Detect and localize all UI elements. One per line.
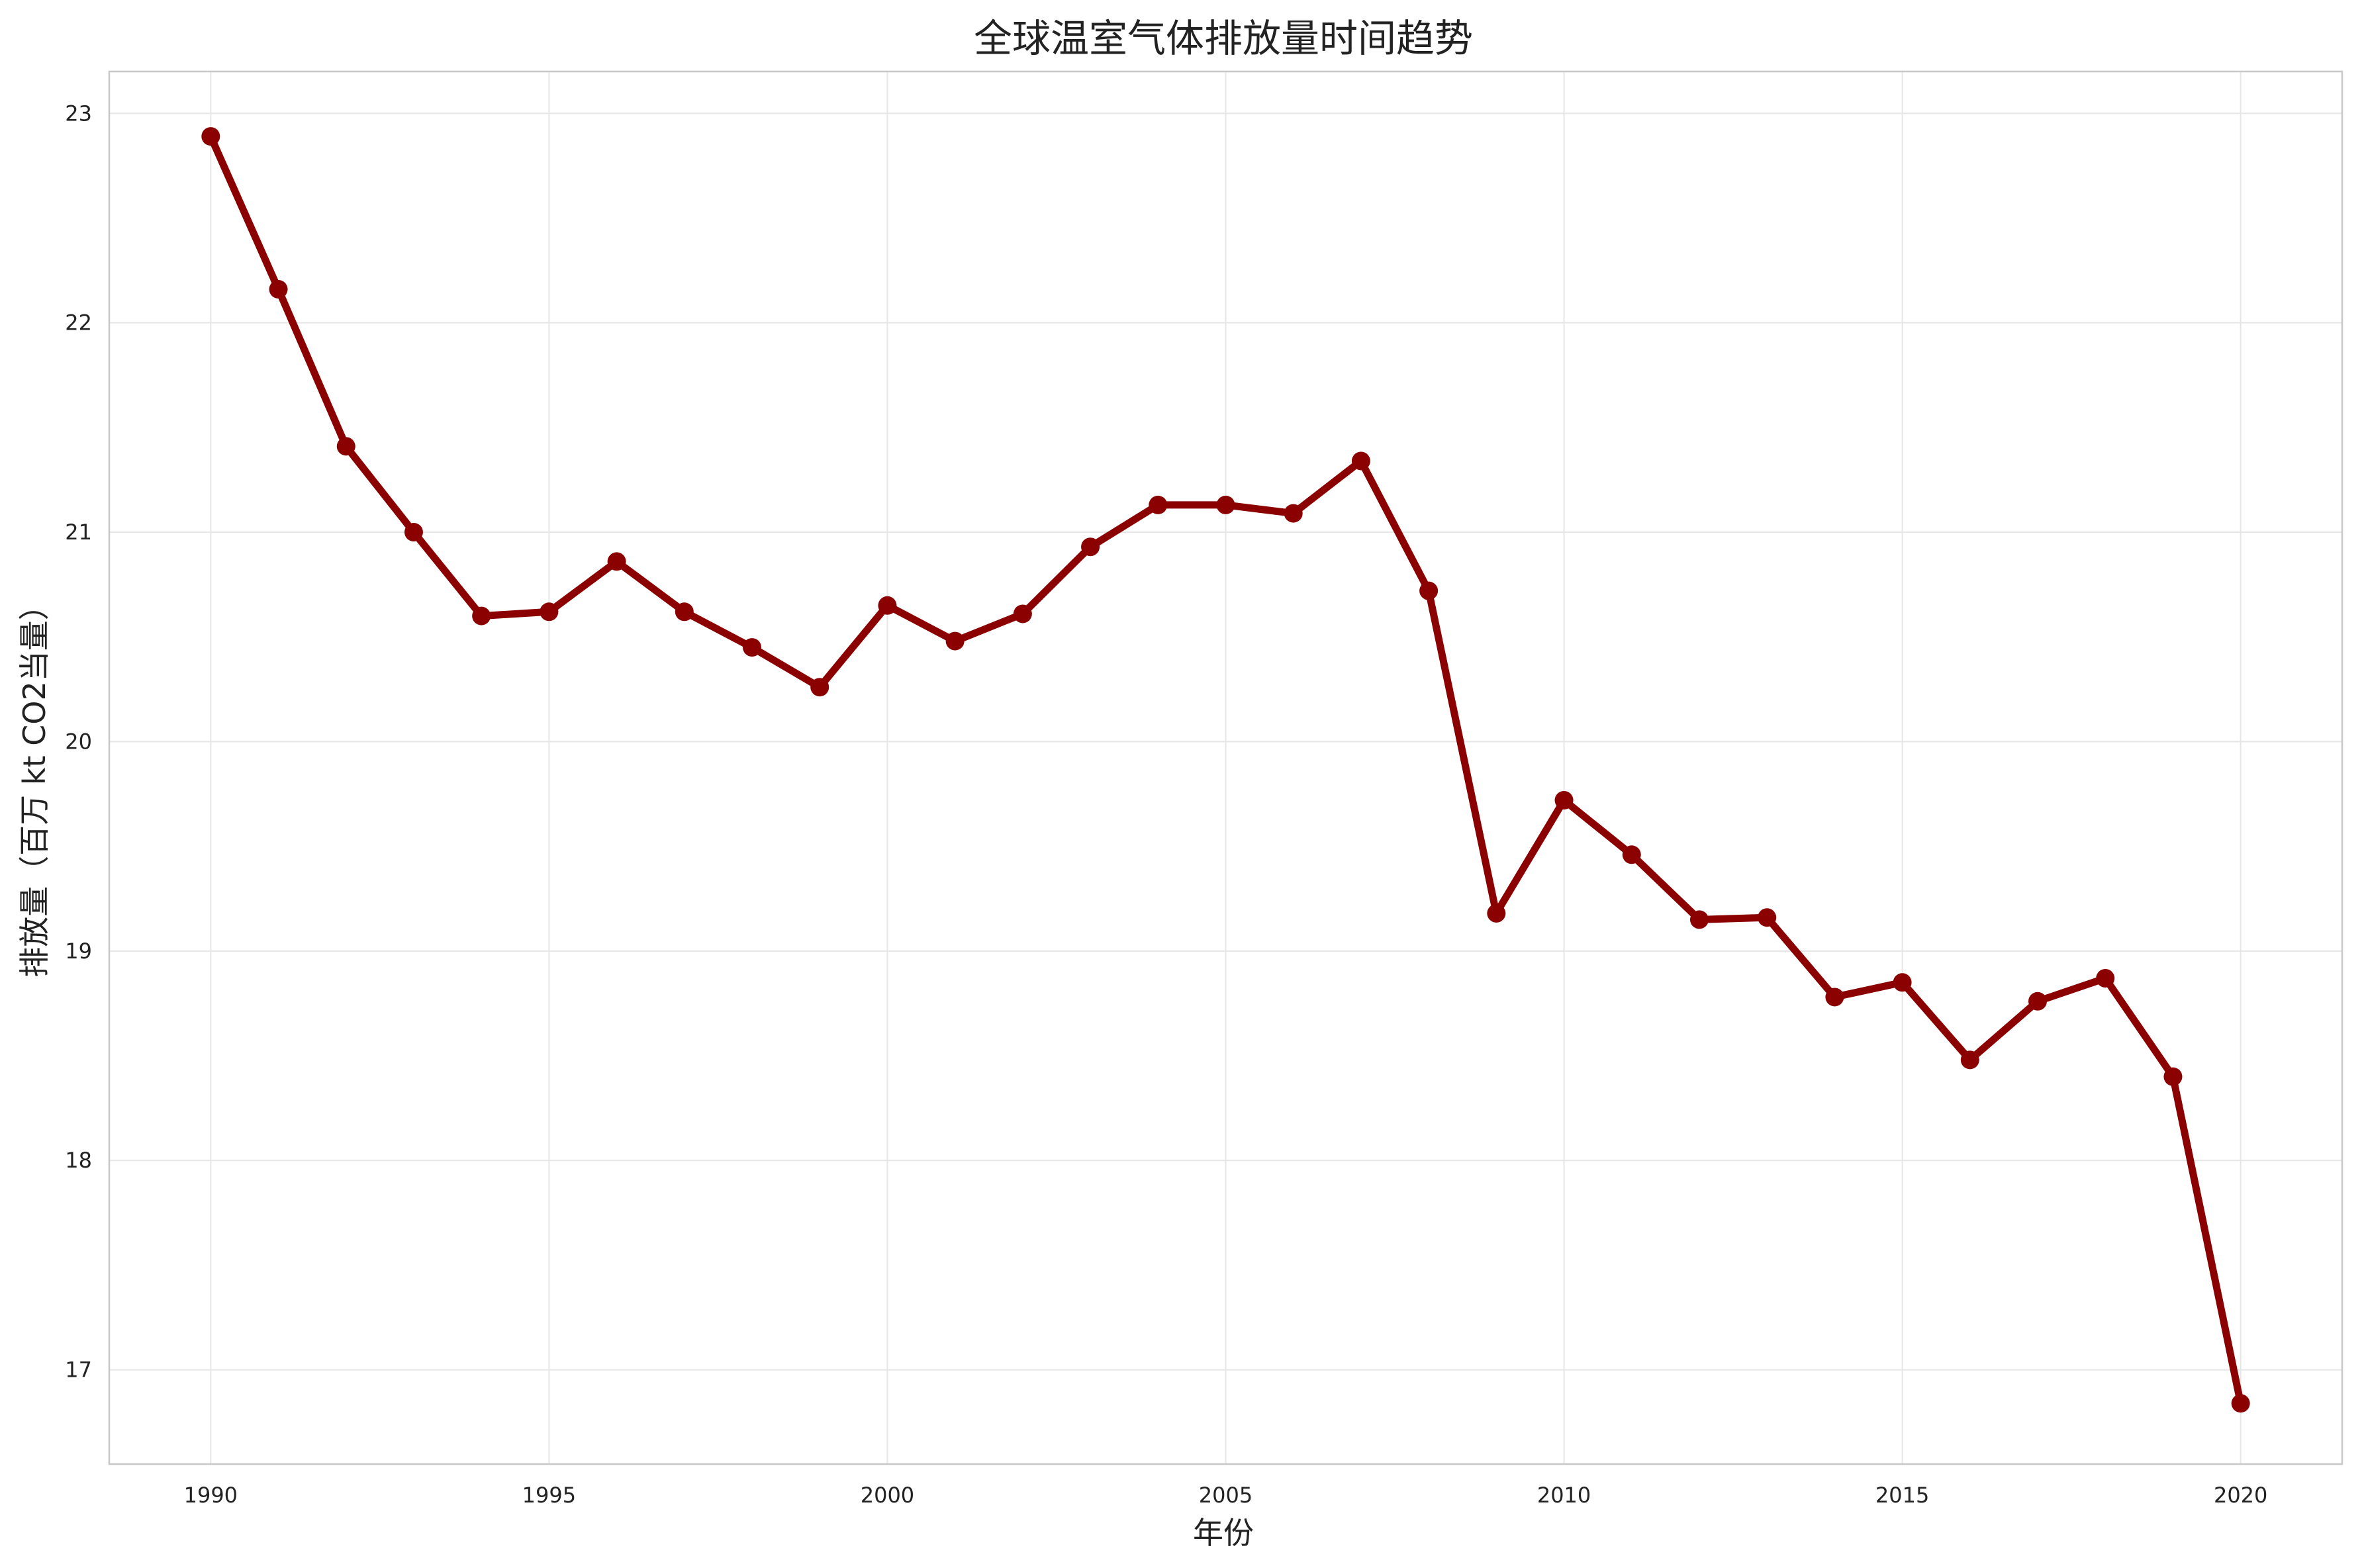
data-point <box>1960 1050 1979 1070</box>
y-tick-label: 23 <box>65 101 92 126</box>
data-point <box>1622 845 1641 864</box>
data-point <box>1081 537 1100 557</box>
data-point <box>1284 504 1303 523</box>
x-tick-label: 2015 <box>1875 1483 1929 1508</box>
y-axis-ticks: 17 18 19 20 21 22 23 <box>65 101 92 1382</box>
data-point <box>2163 1067 2183 1086</box>
chart-title: 全球温室气体排放量时间趋势 <box>974 16 1473 61</box>
grid-lines <box>109 71 2342 1464</box>
data-point <box>1689 910 1709 929</box>
data-point <box>336 437 355 456</box>
data-point <box>1825 988 1844 1007</box>
x-axis-ticks: 1990 1995 2000 2005 2010 2015 2020 <box>184 1483 2268 1508</box>
plot-frame <box>108 70 2343 1465</box>
data-point <box>2096 968 2115 988</box>
data-point <box>1487 903 1506 923</box>
data-point <box>2028 992 2048 1011</box>
x-tick-label: 2005 <box>1199 1483 1252 1508</box>
y-tick-label: 22 <box>65 310 92 336</box>
x-tick-label: 2010 <box>1537 1483 1591 1508</box>
y-tick-label: 20 <box>65 729 92 754</box>
data-point <box>878 596 897 615</box>
data-point <box>1893 973 1912 992</box>
x-axis-label: 年份 <box>1193 1515 1254 1551</box>
data-point <box>675 602 694 622</box>
y-tick-label: 17 <box>65 1358 92 1383</box>
data-point <box>945 631 965 651</box>
data-point <box>2231 1394 2250 1413</box>
data-point <box>472 606 491 625</box>
y-tick-label: 21 <box>65 520 92 545</box>
x-tick-label: 2020 <box>2214 1483 2267 1508</box>
data-point <box>1419 581 1439 600</box>
data-point <box>1013 604 1032 623</box>
x-tick-label: 2000 <box>861 1483 914 1508</box>
data-point <box>810 678 829 697</box>
data-point <box>201 127 220 146</box>
data-point <box>1149 495 1168 514</box>
y-tick-label: 18 <box>65 1148 92 1173</box>
data-point <box>1554 791 1574 810</box>
data-point <box>540 602 559 622</box>
data-point <box>1758 908 1777 927</box>
data-point <box>1216 495 1235 514</box>
series-layer <box>201 127 2250 1413</box>
x-tick-label: 1990 <box>184 1483 238 1508</box>
x-tick-label: 1995 <box>522 1483 576 1508</box>
y-tick-label: 19 <box>65 939 92 964</box>
data-point <box>269 280 288 299</box>
data-point <box>743 638 762 657</box>
y-axis-label: 排放量（百万 kt CO2当量） <box>17 590 52 978</box>
data-point <box>607 552 626 571</box>
data-point <box>1351 451 1370 471</box>
data-point <box>404 523 423 542</box>
